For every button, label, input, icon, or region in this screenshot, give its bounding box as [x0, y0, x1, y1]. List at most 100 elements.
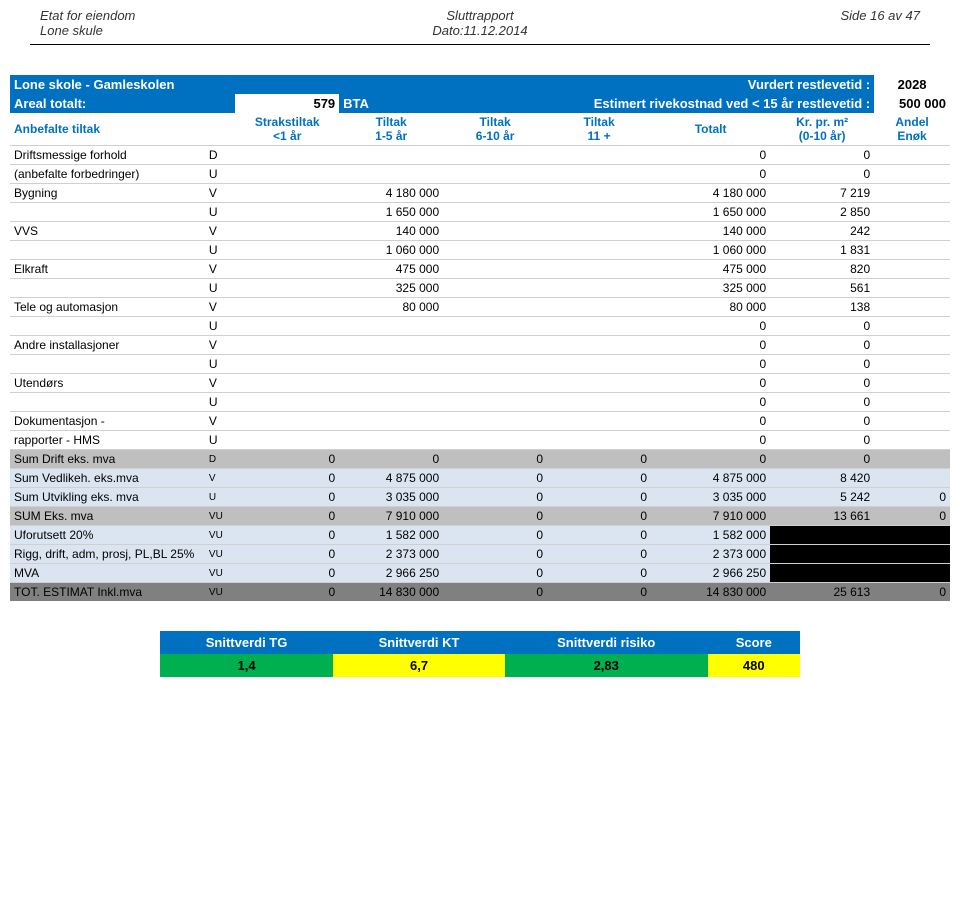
row-val — [235, 336, 339, 355]
row-code: D — [205, 146, 235, 165]
sum-enok: 0 — [874, 488, 950, 507]
area-bta: BTA — [339, 94, 443, 113]
colhead-rec: Anbefalte tiltak — [10, 113, 235, 146]
sum-row: Sum Vedlikeh. eks.mvaV04 875 000004 875 … — [10, 469, 950, 488]
sum-val: 0 — [235, 507, 339, 526]
row-val — [235, 393, 339, 412]
row-val: 2 850 — [770, 203, 874, 222]
row-val — [235, 260, 339, 279]
score-value: 2,83 — [505, 654, 708, 677]
sum-name: TOT. ESTIMAT Inkl.mva — [10, 583, 205, 602]
row-val — [339, 393, 443, 412]
sum-val: 0 — [235, 526, 339, 545]
row-code: V — [205, 374, 235, 393]
sum-enok: 0 — [874, 507, 950, 526]
row-enok — [874, 279, 950, 298]
sum-enok: 0 — [874, 583, 950, 602]
sum-val: 7 910 000 — [339, 507, 443, 526]
sum-code: VU — [205, 583, 235, 602]
sum-m2: 8 420 — [770, 469, 874, 488]
row-name — [10, 279, 205, 298]
table-row: U00 — [10, 355, 950, 374]
sum-code: D — [205, 450, 235, 469]
sum-m2: 13 661 — [770, 507, 874, 526]
row-val: 820 — [770, 260, 874, 279]
sum-row: Rigg, drift, adm, prosj, PL,BL 25%VU02 3… — [10, 545, 950, 564]
score-value: 480 — [708, 654, 800, 677]
row-code: U — [205, 241, 235, 260]
sum-row: MVAVU02 966 250002 966 250 — [10, 564, 950, 583]
sum-name: MVA — [10, 564, 205, 583]
row-val — [235, 165, 339, 184]
row-val: 0 — [770, 412, 874, 431]
row-val: 0 — [651, 165, 770, 184]
row-enok — [874, 355, 950, 374]
row-val — [443, 374, 547, 393]
title-text: Lone skole - Gamleskolen — [10, 75, 443, 94]
row-name — [10, 317, 205, 336]
row-code: V — [205, 412, 235, 431]
assessed-label: Vurdert restlevetid : — [443, 75, 874, 94]
row-enok — [874, 184, 950, 203]
row-enok — [874, 222, 950, 241]
row-val: 0 — [770, 165, 874, 184]
sum-val: 3 035 000 — [339, 488, 443, 507]
row-val: 1 831 — [770, 241, 874, 260]
row-name: Utendørs — [10, 374, 205, 393]
row-val: 1 650 000 — [651, 203, 770, 222]
row-enok — [874, 412, 950, 431]
row-val — [443, 222, 547, 241]
row-code: V — [205, 260, 235, 279]
row-enok — [874, 146, 950, 165]
score-value: 6,7 — [333, 654, 505, 677]
sum-code: U — [205, 488, 235, 507]
row-name: (anbefalte forbedringer) — [10, 165, 205, 184]
sum-val: 0 — [547, 545, 651, 564]
row-enok — [874, 431, 950, 450]
row-val: 4 180 000 — [339, 184, 443, 203]
row-val — [235, 146, 339, 165]
row-val: 561 — [770, 279, 874, 298]
row-val: 0 — [651, 412, 770, 431]
row-val — [443, 279, 547, 298]
table-row: U00 — [10, 317, 950, 336]
sum-val: 0 — [235, 469, 339, 488]
row-val: 0 — [651, 374, 770, 393]
row-val — [443, 203, 547, 222]
sum-val: 4 875 000 — [651, 469, 770, 488]
row-val: 80 000 — [339, 298, 443, 317]
colhead-1: Strakstiltak<1 år — [235, 113, 339, 146]
sum-code: VU — [205, 545, 235, 564]
header-rule — [30, 44, 930, 45]
sum-val: 0 — [443, 526, 547, 545]
table-row: BygningV4 180 0004 180 0007 219 — [10, 184, 950, 203]
sum-val: 1 582 000 — [339, 526, 443, 545]
sum-m2 — [770, 545, 874, 564]
sum-val: 0 — [443, 488, 547, 507]
score-head-0: Snittverdi TG — [160, 631, 333, 654]
row-val: 4 180 000 — [651, 184, 770, 203]
sum-name: Uforutsett 20% — [10, 526, 205, 545]
sum-val: 3 035 000 — [651, 488, 770, 507]
row-val: 0 — [651, 317, 770, 336]
sum-val: 2 373 000 — [651, 545, 770, 564]
sum-enok — [874, 450, 950, 469]
row-code: V — [205, 222, 235, 241]
row-val — [547, 431, 651, 450]
sum-val: 0 — [235, 583, 339, 602]
table-row: (anbefalte forbedringer)U00 — [10, 165, 950, 184]
row-val: 0 — [651, 355, 770, 374]
row-val: 325 000 — [339, 279, 443, 298]
row-name: rapporter - HMS — [10, 431, 205, 450]
table-row: Dokumentasjon -V00 — [10, 412, 950, 431]
row-val — [235, 241, 339, 260]
colhead-5: Totalt — [651, 113, 770, 146]
sum-code: VU — [205, 526, 235, 545]
row-val — [547, 146, 651, 165]
sum-val: 0 — [443, 469, 547, 488]
area-row: Areal totalt: 579 BTA Estimert rivekostn… — [10, 94, 950, 113]
row-code: V — [205, 298, 235, 317]
row-val: 0 — [770, 393, 874, 412]
row-name: Andre installasjoner — [10, 336, 205, 355]
row-val — [547, 203, 651, 222]
